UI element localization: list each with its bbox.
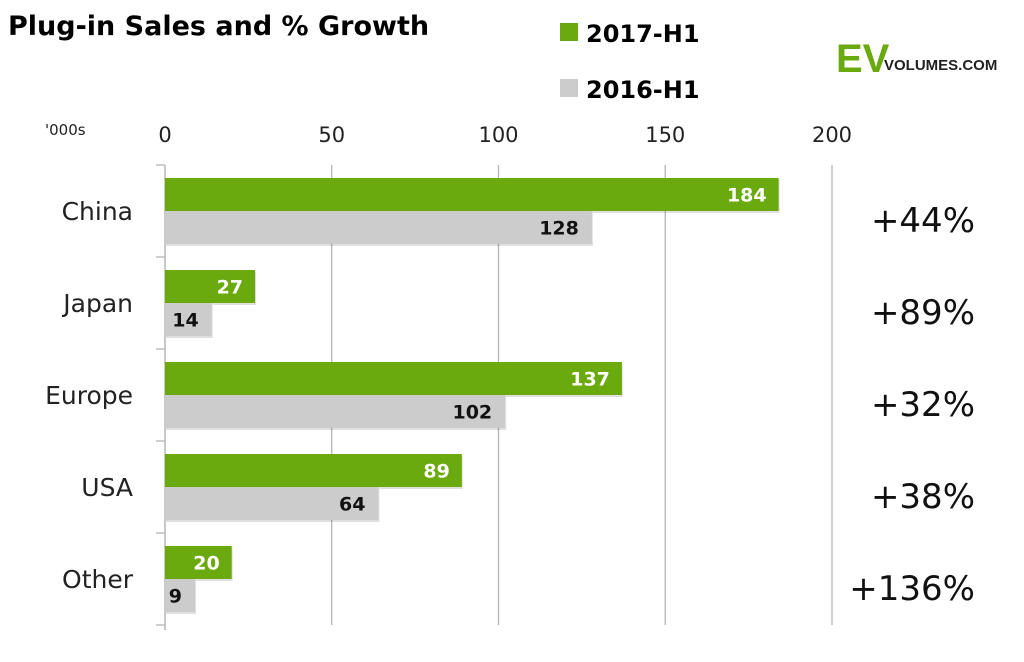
- bar-2017-H1: [165, 270, 256, 303]
- category-label: Europe: [45, 381, 133, 410]
- unit-label: '000s: [45, 121, 86, 139]
- legend-label-2016: 2016-H1: [586, 76, 700, 104]
- bar-value-label: 128: [539, 218, 579, 240]
- bar-2017-H1: [165, 546, 232, 579]
- chart-title: Plug-in Sales and % Growth: [8, 11, 429, 42]
- category-label: China: [62, 197, 133, 226]
- growth-label: +89%: [871, 293, 975, 333]
- logo-volumes: VOLUMES.COM: [884, 57, 997, 74]
- legend-label-2017: 2017-H1: [586, 20, 700, 48]
- bar-2016-H1: [165, 303, 212, 336]
- bar-value-label: 184: [727, 185, 767, 207]
- growth-label: +136%: [849, 569, 975, 609]
- bar-value-label: 27: [217, 277, 243, 299]
- bar-2017-H1: [165, 362, 622, 395]
- growth-label: +38%: [871, 477, 975, 517]
- bar-value-label: 102: [452, 402, 492, 424]
- bar-value-label: 14: [172, 310, 198, 332]
- bar-2016-H1: [165, 211, 592, 244]
- bar-2017-H1: [165, 454, 462, 487]
- legend-swatch-2017: [560, 23, 578, 41]
- legend-swatch-2016: [560, 79, 578, 97]
- x-tick-label: 50: [318, 123, 345, 147]
- category-label: Japan: [61, 289, 133, 318]
- bar-2016-H1: [165, 487, 379, 520]
- x-tick-label: 0: [158, 123, 171, 147]
- bar-value-label: 20: [193, 553, 219, 575]
- x-tick-label: 100: [478, 123, 518, 147]
- x-tick-label: 200: [812, 123, 852, 147]
- logo-ev: EV: [836, 37, 890, 81]
- category-label: Other: [62, 565, 134, 594]
- bar-2016-H1: [165, 579, 196, 612]
- growth-label: +44%: [871, 201, 975, 241]
- bar-2016-H1: [165, 395, 506, 428]
- x-tick-label: 150: [645, 123, 685, 147]
- growth-label: +32%: [871, 385, 975, 425]
- category-label: USA: [81, 473, 133, 502]
- bar-value-label: 89: [423, 461, 449, 483]
- bar-value-label: 64: [339, 494, 365, 516]
- bar-value-label: 137: [570, 369, 610, 391]
- ev-volumes-logo: EV VOLUMES.COM: [836, 37, 997, 81]
- bar-value-label: 9: [169, 586, 182, 608]
- bar-2017-H1: [165, 178, 779, 211]
